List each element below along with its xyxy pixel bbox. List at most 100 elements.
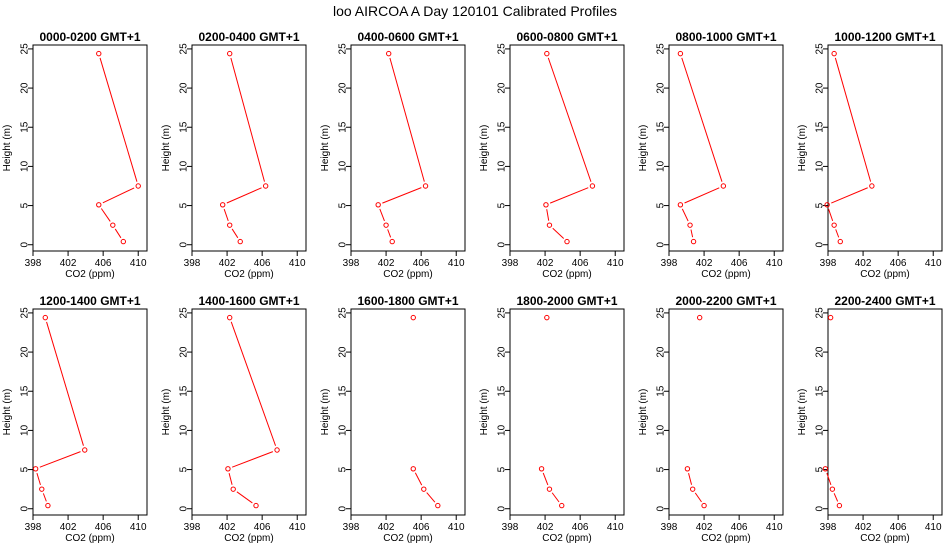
- x-tick-label: 398: [502, 522, 519, 533]
- profile-point: [559, 502, 565, 509]
- y-tick-label: 25: [815, 43, 826, 55]
- profile-segment: [833, 493, 839, 502]
- y-tick-label: 25: [20, 43, 31, 55]
- x-tick-label: 402: [537, 522, 554, 533]
- x-tick-label: 398: [184, 258, 201, 269]
- profile-segment: [694, 492, 702, 503]
- y-tick-label: 15: [338, 121, 349, 133]
- profile-segment: [389, 57, 425, 182]
- profile-segment: [223, 208, 229, 222]
- profile-point: [822, 466, 829, 472]
- y-tick-label: 10: [656, 424, 667, 436]
- profile-point: [227, 314, 233, 321]
- y-tick-label: 20: [656, 82, 667, 94]
- profile-point: [684, 466, 691, 472]
- profile-segment: [226, 187, 262, 204]
- x-tick-label: 402: [696, 258, 713, 269]
- profile-point: [32, 466, 39, 472]
- y-tick-label: 25: [338, 43, 349, 55]
- profile-point: [262, 183, 269, 189]
- x-tick-label: 402: [855, 258, 872, 269]
- profile-segment: [547, 57, 592, 182]
- x-axis-label: CO2 (ppm): [224, 533, 273, 544]
- plot-frame: [32, 308, 148, 516]
- profile-segment: [690, 229, 694, 238]
- profile-panel: 2200-2400 GMT+1 398 402 406 410 0 5 10 15 20 25 CO2…: [797, 294, 943, 544]
- y-tick-label: 15: [497, 121, 508, 133]
- y-axis-label: Height (m): [638, 389, 649, 436]
- y-tick-label: 5: [20, 202, 31, 208]
- profile-point: [829, 486, 836, 492]
- x-tick-label: 410: [289, 522, 306, 533]
- profile-point: [435, 502, 441, 509]
- y-tick-label: 15: [179, 121, 190, 133]
- panel-title: 1200-1400 GMT+1: [39, 294, 140, 308]
- y-tick-label: 15: [656, 121, 667, 133]
- y-tick-label: 25: [656, 307, 667, 319]
- profile-segment: [114, 228, 122, 239]
- profile-point: [831, 222, 837, 228]
- profile-segment: [834, 57, 872, 182]
- profile-segment: [387, 229, 392, 238]
- x-tick-label: 410: [130, 258, 147, 269]
- y-tick-label: 25: [338, 307, 349, 319]
- profile-point: [564, 238, 570, 245]
- y-tick-label: 20: [815, 82, 826, 94]
- x-tick-label: 402: [378, 522, 395, 533]
- y-axis-label: Height (m): [320, 389, 331, 436]
- profile-point: [135, 183, 141, 189]
- x-tick-label: 402: [537, 258, 554, 269]
- y-tick-label: 5: [179, 202, 190, 208]
- profile-point: [690, 238, 697, 245]
- plot-frame: [509, 308, 625, 516]
- x-tick-label: 406: [413, 522, 430, 533]
- x-tick-label: 402: [60, 258, 77, 269]
- profile-point: [45, 502, 51, 509]
- x-tick-label: 406: [731, 522, 748, 533]
- profile-point: [386, 50, 392, 57]
- profile-segment: [549, 187, 589, 204]
- profile-point: [230, 486, 236, 492]
- profile-point: [689, 486, 696, 492]
- x-axis-label: CO2 (ppm): [65, 533, 114, 544]
- profile-point: [696, 314, 703, 321]
- x-tick-label: 398: [25, 522, 42, 533]
- plot-frame: [668, 44, 784, 252]
- profile-point: [110, 222, 116, 228]
- profile-point: [422, 183, 429, 189]
- y-axis-label: Height (m): [320, 125, 331, 172]
- profile-point: [589, 183, 596, 189]
- profile-segment: [230, 321, 277, 446]
- x-axis-label: CO2 (ppm): [701, 269, 750, 280]
- x-tick-label: 410: [448, 258, 465, 269]
- y-tick-label: 15: [497, 385, 508, 397]
- panel-title: 1800-2000 GMT+1: [516, 294, 617, 308]
- y-tick-label: 10: [179, 160, 190, 172]
- profile-segment: [552, 227, 565, 239]
- profile-point: [831, 50, 837, 57]
- x-tick-label: 410: [925, 522, 942, 533]
- y-axis-label: Height (m): [479, 125, 490, 172]
- profile-segment: [231, 228, 239, 239]
- profile-segment: [546, 209, 550, 221]
- profile-panel: 1400-1600 GMT+1 398 402 406 410 0 5 10 15 20 25 CO2…: [161, 294, 307, 544]
- profile-point: [824, 202, 830, 208]
- x-tick-label: 406: [890, 522, 907, 533]
- panel-title: 1000-1200 GMT+1: [834, 30, 935, 44]
- x-axis-label: CO2 (ppm): [383, 533, 432, 544]
- x-tick-label: 410: [607, 522, 624, 533]
- profile-panel: 1800-2000 GMT+1 398 402 406 410 0 5 10 15 20 25 CO2…: [479, 294, 625, 544]
- profile-panel: 1600-1800 GMT+1 398 402 406 410 0 5 10 15 20 25 CO2…: [320, 294, 466, 544]
- y-tick-label: 10: [815, 424, 826, 436]
- profile-segment: [102, 187, 135, 204]
- profile-segment: [46, 321, 84, 446]
- x-tick-label: 406: [413, 258, 430, 269]
- profile-point: [227, 50, 233, 57]
- x-axis-label: CO2 (ppm): [860, 269, 909, 280]
- profile-point: [701, 502, 707, 509]
- x-tick-label: 410: [766, 258, 783, 269]
- profile-point: [253, 502, 259, 509]
- profile-point: [837, 238, 843, 245]
- profile-point: [389, 238, 395, 245]
